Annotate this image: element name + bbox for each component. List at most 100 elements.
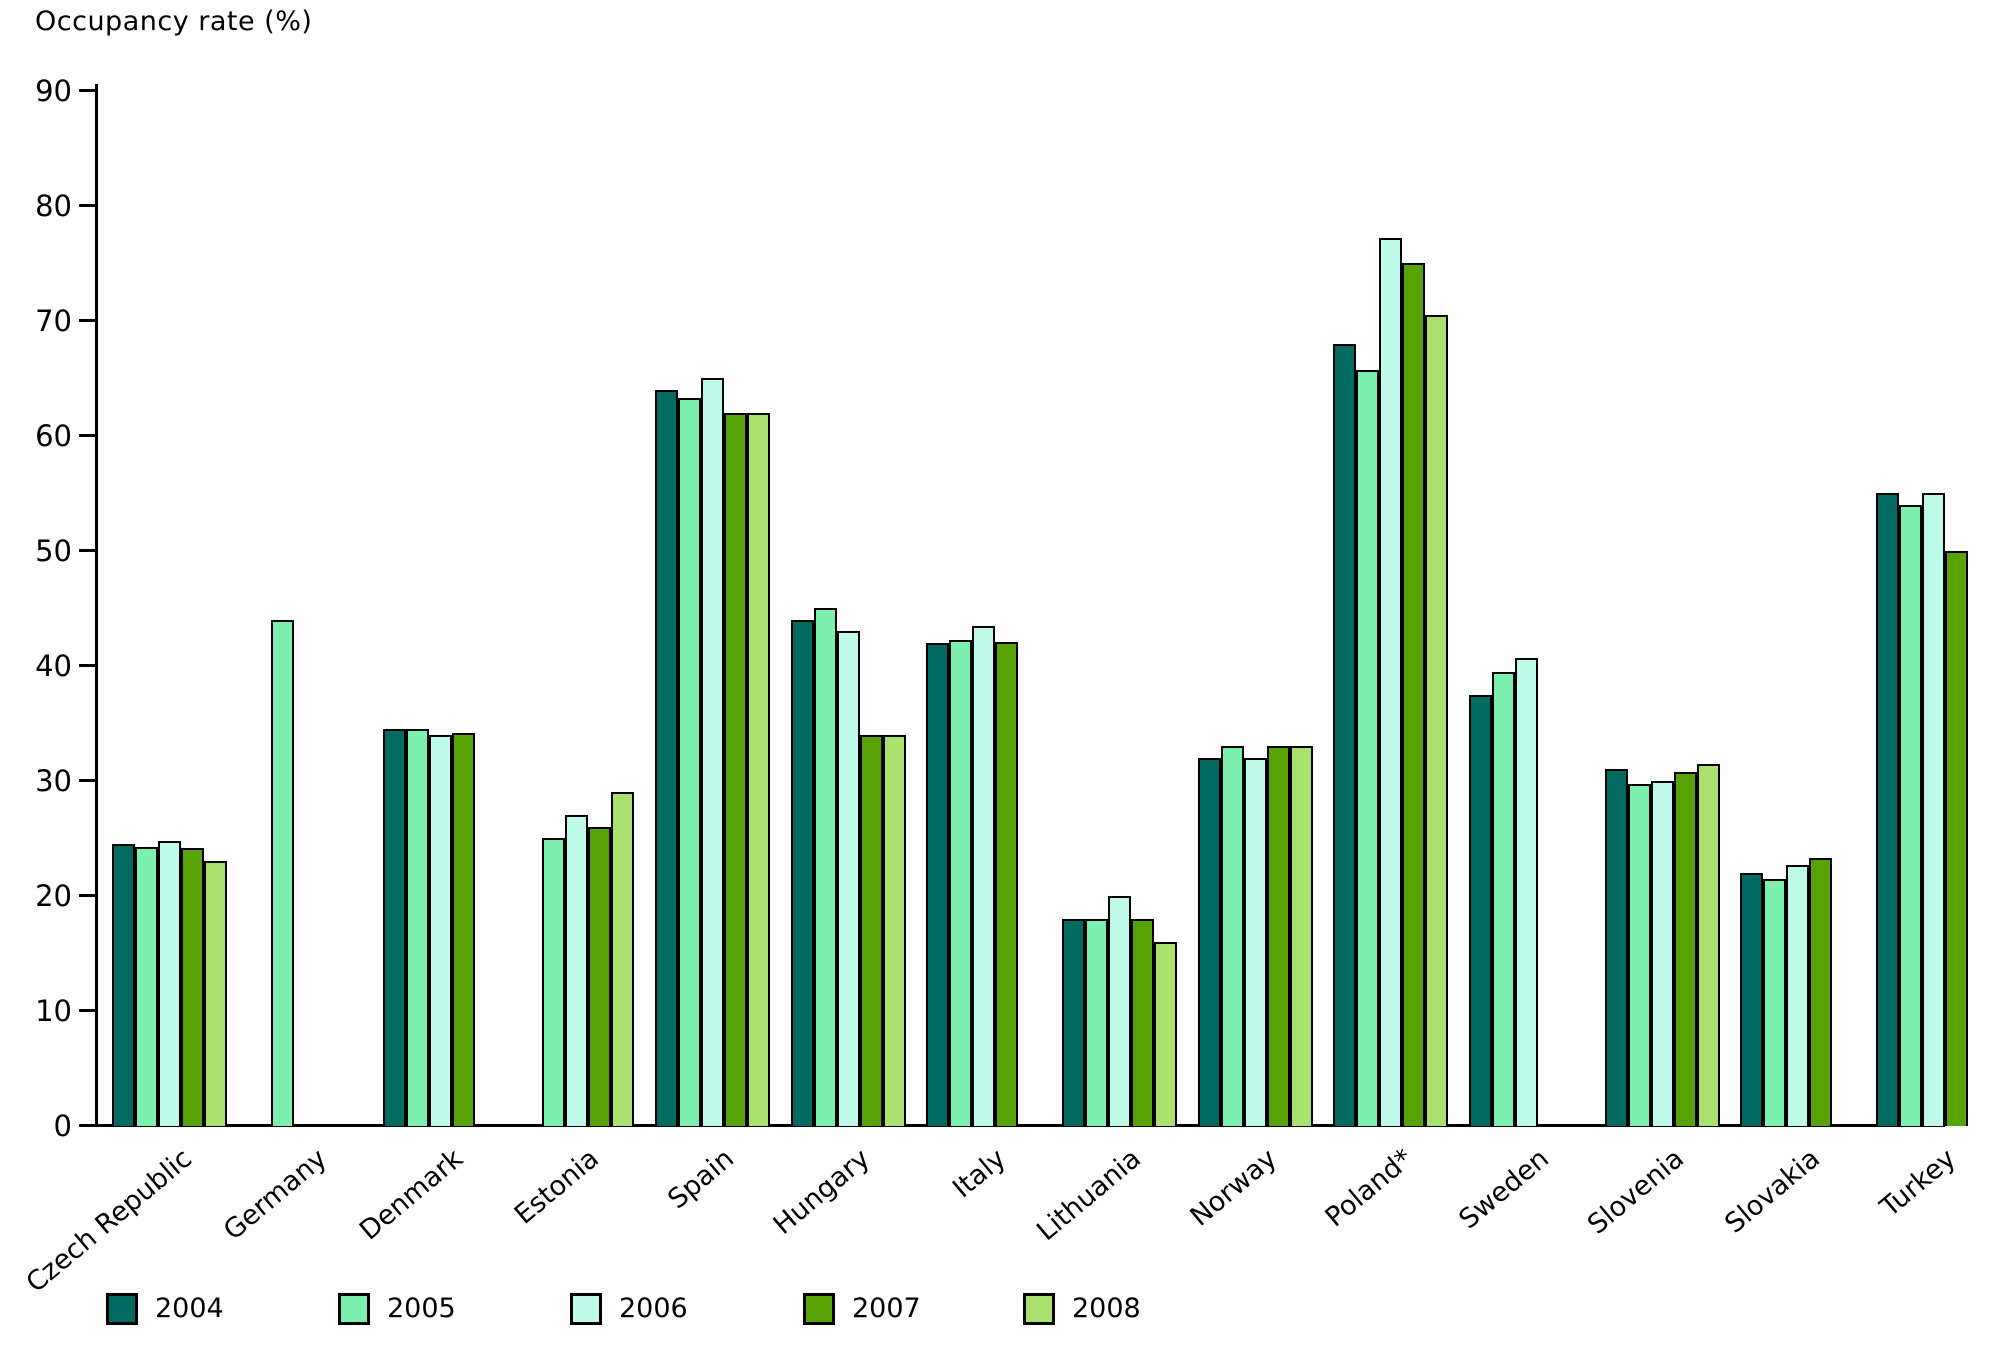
bar-norway-2008 — [1290, 746, 1313, 1126]
y-tick-label: 40 — [35, 649, 72, 683]
y-tick-mark — [79, 1124, 95, 1127]
bar-hungary-2007 — [860, 735, 883, 1126]
bar-italy-2004 — [926, 643, 949, 1126]
bar-lithuania-2006 — [1108, 896, 1131, 1126]
legend-swatch-2007 — [803, 1293, 835, 1325]
legend-item-2008: 2008 — [1023, 1292, 1141, 1326]
legend-item-2005: 2005 — [338, 1292, 456, 1326]
bar-slovenia-2006 — [1651, 781, 1674, 1126]
legend-swatch-2005 — [338, 1293, 370, 1325]
bar-slovenia-2008 — [1697, 764, 1720, 1126]
bar-slovakia-2005 — [1763, 879, 1786, 1126]
y-tick-label: 0 — [53, 1109, 72, 1143]
x-axis-line — [95, 1124, 1945, 1127]
legend-item-2006: 2006 — [570, 1292, 688, 1326]
x-axis-label-sweden: Sweden — [1453, 1143, 1555, 1236]
bar-italy-2007 — [995, 642, 1018, 1126]
legend-label-2004: 2004 — [155, 1293, 224, 1324]
bar-spain-2005 — [678, 398, 701, 1126]
y-tick-mark — [79, 664, 95, 667]
y-tick-mark — [79, 894, 95, 897]
bar-poland-2004 — [1333, 344, 1356, 1126]
legend-label-2008: 2008 — [1072, 1293, 1141, 1324]
bar-denmark-2005 — [406, 729, 429, 1126]
bar-estonia-2006 — [565, 815, 588, 1126]
bar-czech-republic-2007 — [181, 848, 204, 1126]
bar-estonia-2005 — [542, 838, 565, 1126]
y-tick-mark — [79, 204, 95, 207]
bar-slovakia-2006 — [1786, 865, 1809, 1126]
bar-italy-2006 — [972, 626, 995, 1126]
bar-norway-2004 — [1198, 758, 1221, 1126]
bar-sweden-2005 — [1492, 672, 1515, 1126]
bar-hungary-2004 — [791, 620, 814, 1126]
bar-spain-2007 — [724, 413, 747, 1126]
x-axis-label-slovenia: Slovenia — [1581, 1143, 1690, 1241]
y-tick-label: 20 — [35, 879, 72, 913]
y-tick-mark — [79, 89, 95, 92]
y-tick-mark — [79, 549, 95, 552]
bar-lithuania-2005 — [1085, 919, 1108, 1126]
bar-italy-2005 — [949, 640, 972, 1126]
bar-czech-republic-2006 — [158, 841, 181, 1126]
y-tick-label: 90 — [35, 74, 72, 108]
legend-label-2006: 2006 — [619, 1293, 688, 1324]
bar-norway-2005 — [1221, 746, 1244, 1126]
bar-denmark-2004 — [383, 729, 406, 1126]
legend-label-2005: 2005 — [387, 1293, 456, 1324]
bar-turkey-2006 — [1922, 493, 1945, 1126]
y-tick-label: 30 — [35, 764, 72, 798]
bar-lithuania-2007 — [1131, 919, 1154, 1126]
legend-item-2004: 2004 — [106, 1292, 224, 1326]
bar-spain-2008 — [747, 413, 770, 1126]
y-tick-mark — [79, 434, 95, 437]
y-axis-line — [95, 84, 98, 1127]
legend-item-2007: 2007 — [803, 1292, 921, 1326]
bar-poland-2007 — [1402, 263, 1425, 1126]
bar-slovenia-2007 — [1674, 772, 1697, 1126]
bar-hungary-2006 — [837, 631, 860, 1126]
bar-lithuania-2008 — [1154, 942, 1177, 1126]
bar-norway-2006 — [1244, 758, 1267, 1126]
bar-hungary-2008 — [883, 735, 906, 1126]
bar-slovakia-2004 — [1740, 873, 1763, 1126]
bar-denmark-2007 — [452, 733, 475, 1126]
bar-poland-2005 — [1356, 370, 1379, 1126]
bar-spain-2004 — [655, 390, 678, 1126]
bar-poland-2006 — [1379, 238, 1402, 1126]
bar-slovenia-2005 — [1628, 784, 1651, 1126]
bar-sweden-2006 — [1515, 658, 1538, 1126]
bar-lithuania-2004 — [1062, 919, 1085, 1126]
y-tick-label: 80 — [35, 189, 72, 223]
bar-czech-republic-2008 — [204, 861, 227, 1126]
bar-slovenia-2004 — [1605, 769, 1628, 1126]
bar-sweden-2004 — [1469, 695, 1492, 1126]
bar-norway-2007 — [1267, 746, 1290, 1126]
bar-estonia-2008 — [611, 792, 634, 1126]
y-tick-mark — [79, 779, 95, 782]
x-axis-label-turkey: Turkey — [1874, 1143, 1962, 1224]
y-tick-mark — [79, 1009, 95, 1012]
bar-czech-republic-2005 — [135, 847, 158, 1126]
bar-turkey-2004 — [1876, 493, 1899, 1126]
bar-turkey-2007 — [1945, 551, 1968, 1126]
legend-swatch-2004 — [106, 1293, 138, 1325]
y-tick-label: 50 — [35, 534, 72, 568]
y-tick-label: 10 — [35, 994, 72, 1028]
legend-label-2007: 2007 — [852, 1293, 921, 1324]
bar-turkey-2005 — [1899, 505, 1922, 1126]
y-tick-mark — [79, 319, 95, 322]
legend-swatch-2006 — [570, 1293, 602, 1325]
bar-estonia-2007 — [588, 827, 611, 1126]
bar-spain-2006 — [701, 378, 724, 1126]
x-axis-label-slovakia: Slovakia — [1719, 1143, 1826, 1240]
bar-poland-2008 — [1425, 315, 1448, 1126]
legend-swatch-2008 — [1023, 1293, 1055, 1325]
chart-title: Occupancy rate (%) — [35, 6, 313, 37]
bar-slovakia-2007 — [1809, 858, 1832, 1126]
bar-denmark-2006 — [429, 735, 452, 1126]
y-tick-label: 70 — [35, 304, 72, 338]
bar-czech-republic-2004 — [112, 844, 135, 1126]
y-tick-label: 60 — [35, 419, 72, 453]
